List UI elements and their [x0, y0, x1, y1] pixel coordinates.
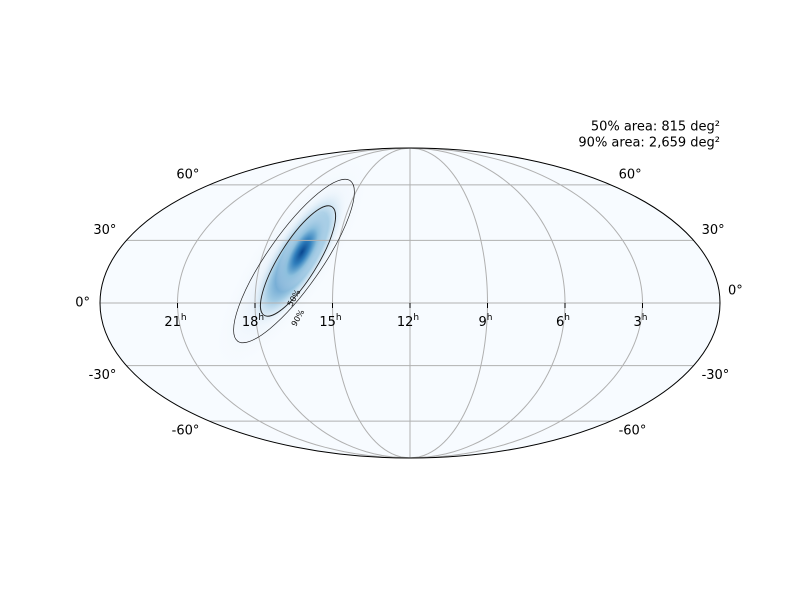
y-tick-label: -60°: [172, 424, 200, 439]
x-tick-label: 15h: [319, 313, 341, 330]
y-tick-label: 60°: [176, 167, 199, 182]
x-tick-label-number: 15: [319, 315, 336, 330]
x-tick-label-number: 18: [242, 315, 259, 330]
annotation: 90% area: 2,659 deg²: [578, 136, 720, 151]
sky-border: [99, 147, 721, 459]
x-tick-label-number: 9: [479, 315, 487, 330]
x-tick-label-unit: h: [336, 313, 342, 323]
x-tick-label-unit: h: [258, 313, 264, 323]
x-tick-label-number: 21: [164, 315, 181, 330]
x-tick-label: 18h: [242, 313, 264, 330]
x-tick-label-unit: h: [642, 313, 648, 323]
x-tick-label-unit: h: [487, 313, 493, 323]
x-tick-label-unit: h: [413, 313, 419, 323]
x-tick-label: 12h: [397, 313, 419, 330]
x-tick-label-number: 6: [556, 315, 564, 330]
x-tick-label: 21h: [164, 313, 186, 330]
y-tick-label: 0°: [75, 296, 90, 311]
y-tick-label: -60°: [619, 424, 647, 439]
contour-90: [233, 178, 355, 344]
y-tick-label: 0°: [728, 284, 743, 299]
y-tick-label: 60°: [619, 167, 642, 182]
y-tick-label: -30°: [702, 368, 730, 383]
annotation: 50% area: 815 deg²: [591, 120, 720, 135]
y-tick-label: -30°: [89, 368, 117, 383]
y-tick-label: 30°: [93, 223, 116, 238]
x-tick-label: 6h: [556, 313, 570, 330]
x-tick-label: 3h: [634, 313, 648, 330]
x-tick-label-unit: h: [181, 313, 187, 323]
x-tick-label-number: 12: [397, 315, 414, 330]
x-tick-label-number: 3: [634, 315, 642, 330]
x-tick-label: 9h: [479, 313, 493, 330]
contour-50: [260, 205, 336, 317]
x-tick-label-unit: h: [564, 313, 570, 323]
y-tick-label: 30°: [702, 223, 725, 238]
